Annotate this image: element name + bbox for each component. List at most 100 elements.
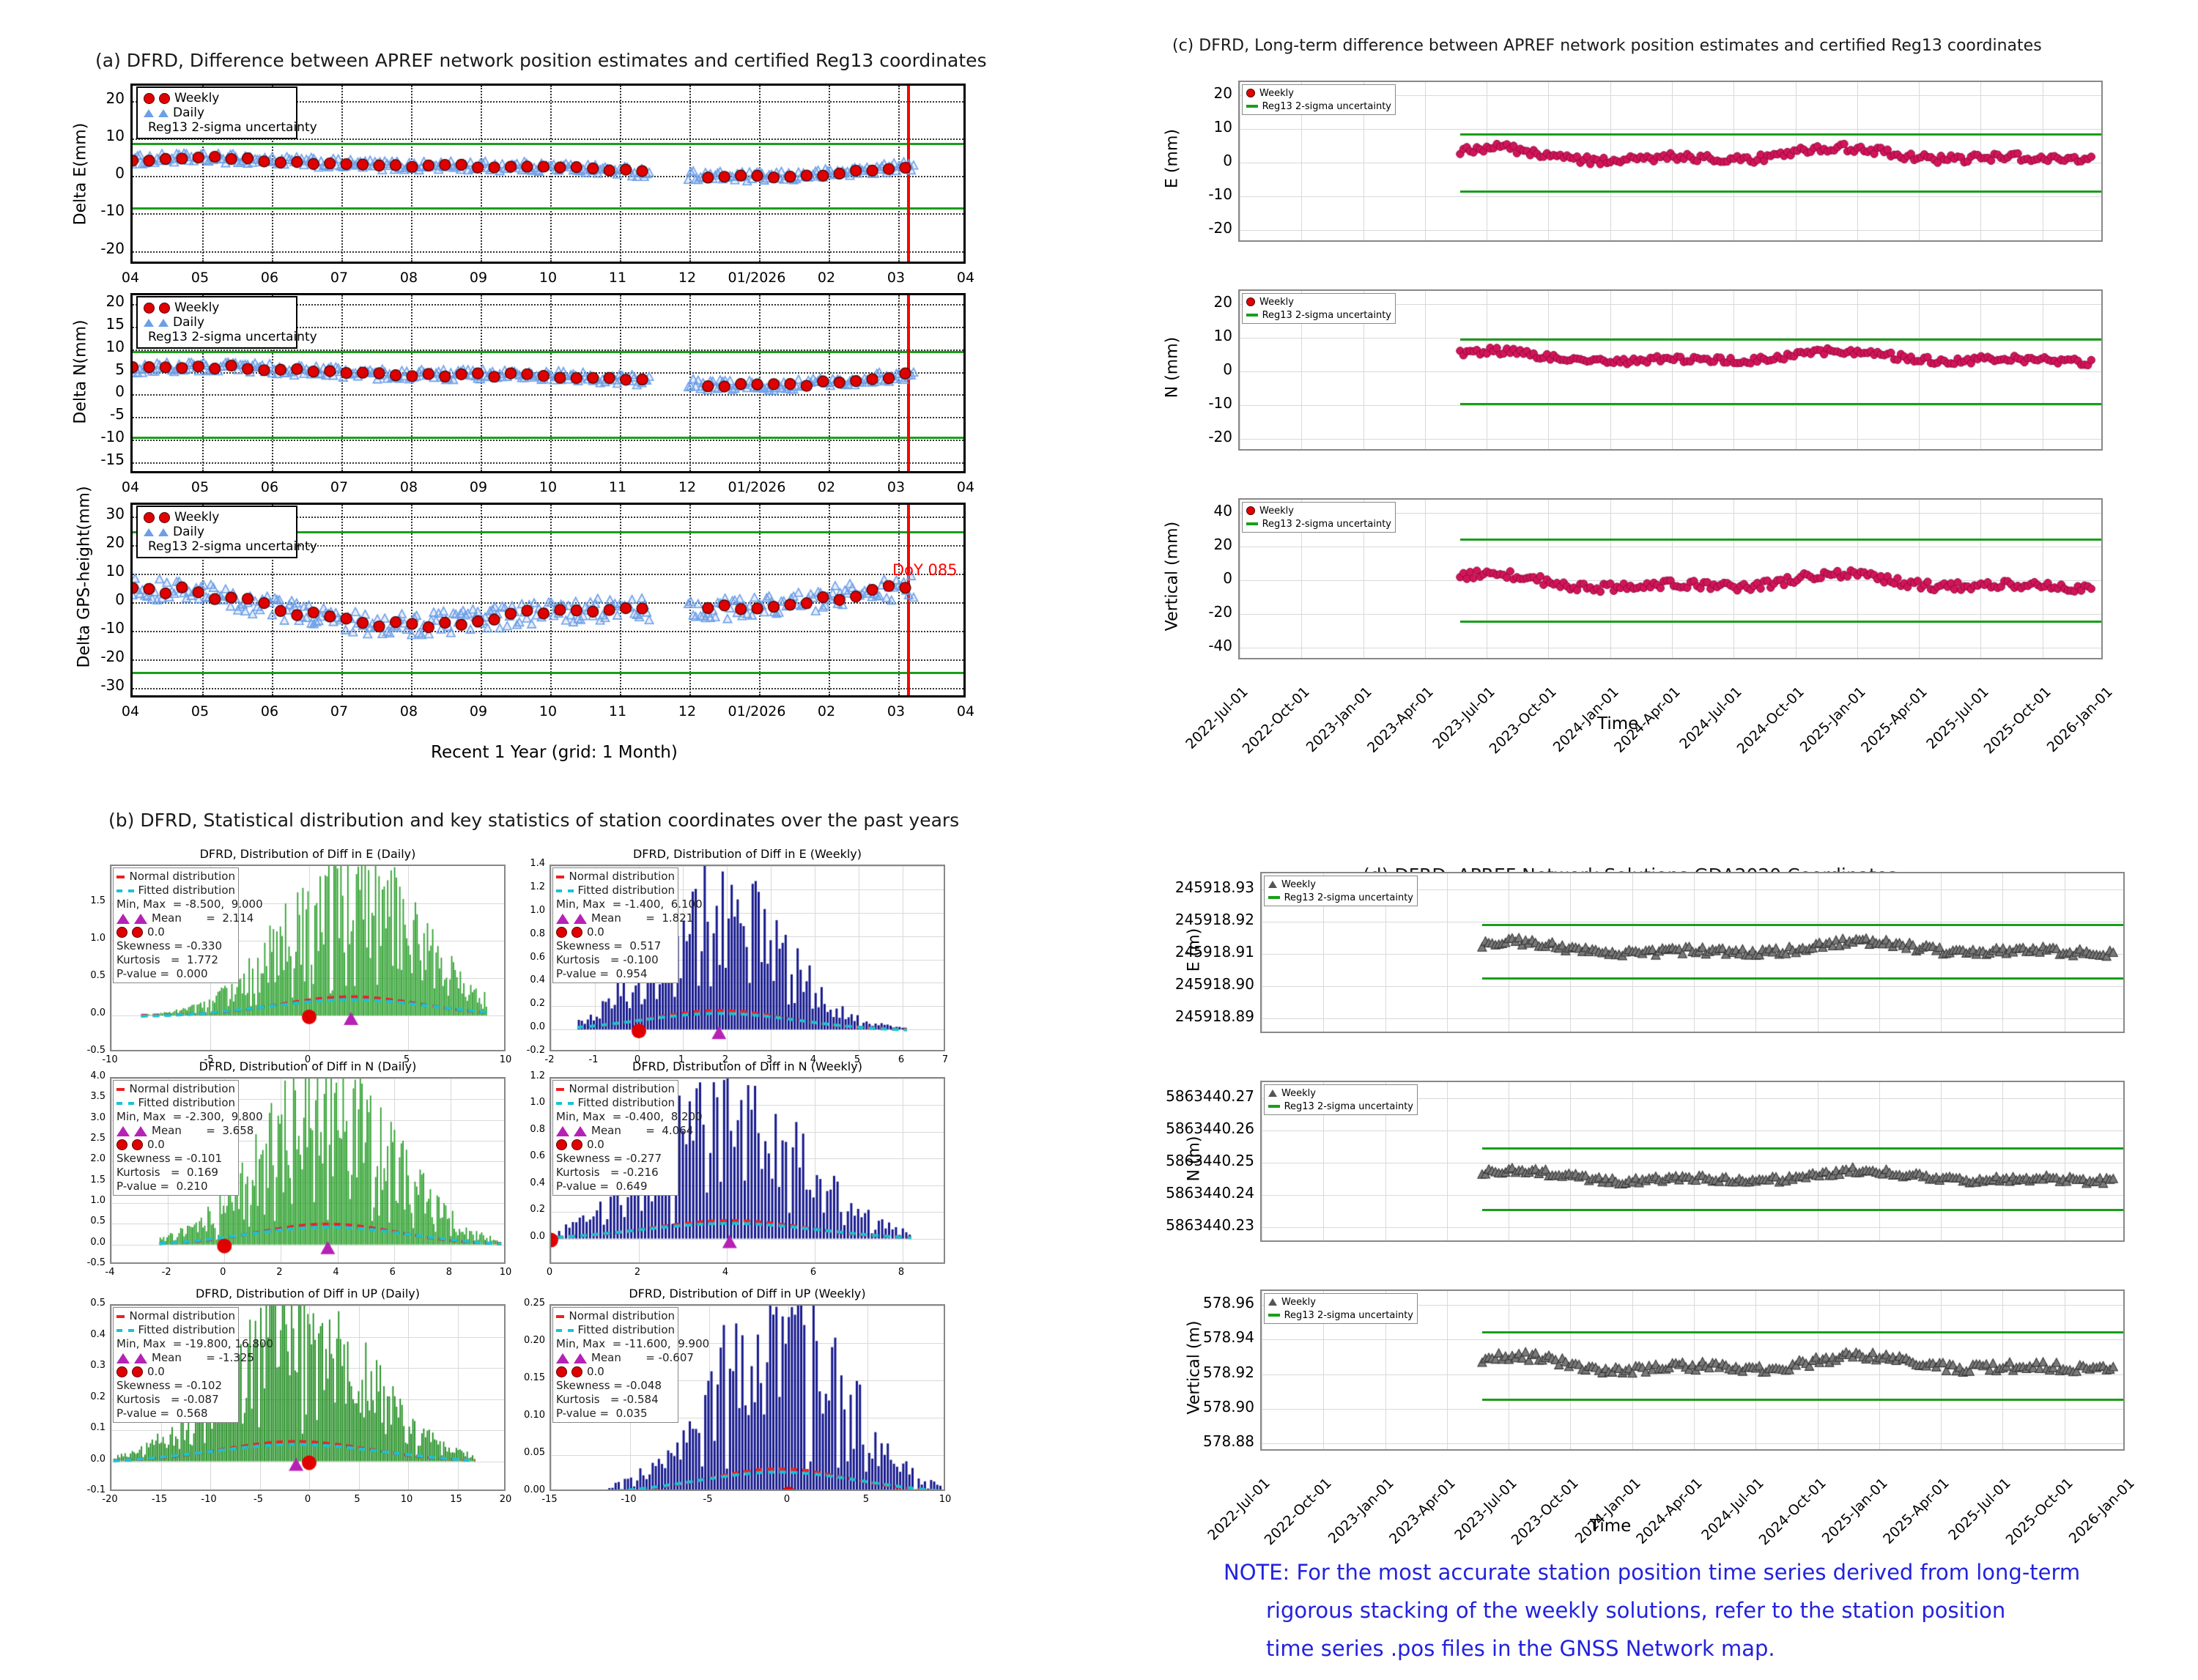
panel_c-ytick: -20 bbox=[1208, 218, 1232, 237]
panel_d-ytick: 578.90 bbox=[1203, 1397, 1254, 1416]
legend-label-fitted: Fitted distribution bbox=[138, 1096, 235, 1109]
panel-b-xtick: 2 bbox=[634, 1267, 641, 1278]
panel_c-legend: Weekly Reg13 2-sigma uncertainty bbox=[1242, 502, 1396, 533]
stat-skewness: Skewness = 0.517 bbox=[556, 939, 662, 952]
panel-b-xtick: 2 bbox=[276, 1267, 283, 1278]
panel-b-ytick: 1.5 bbox=[90, 1174, 106, 1185]
panel_c-ylabel: Vertical (mm) bbox=[1163, 521, 1182, 632]
panel-a-xtick: 06 bbox=[260, 703, 279, 719]
legend-label-sigma: Reg13 2-sigma uncertainty bbox=[1284, 892, 1413, 903]
legend-label-sigma: Reg13 2-sigma uncertainty bbox=[148, 539, 317, 554]
sigma-line-icon bbox=[1268, 896, 1280, 899]
stat-kurtosis: Kurtosis = -0.087 bbox=[116, 1393, 219, 1406]
weekly-triangle-icon bbox=[1268, 1089, 1277, 1097]
panel-b-ytick: 1.0 bbox=[90, 933, 106, 944]
panel-b-xtick: 0 bbox=[546, 1267, 553, 1278]
stat-kurtosis: Kurtosis = -0.584 bbox=[556, 1393, 659, 1406]
legend-label-zero: 0.0 bbox=[147, 1138, 165, 1151]
panel_c-subplot: Weekly Reg13 2-sigma uncertainty Vertical … bbox=[1163, 498, 2116, 757]
stat-skewness: Skewness = -0.048 bbox=[556, 1379, 662, 1392]
mean-marker-icon bbox=[134, 913, 147, 924]
stat-kurtosis: Kurtosis = -0.216 bbox=[556, 1166, 659, 1179]
legend-label-normal: Normal distribution bbox=[129, 1082, 235, 1095]
panel-b-ytick: 0.2 bbox=[90, 1391, 106, 1402]
panel_c-xtick: 2023-Jan-01 bbox=[1303, 684, 1375, 756]
panel-b-ytick: 0.20 bbox=[524, 1335, 545, 1346]
panel_d-ytick: 578.88 bbox=[1203, 1432, 1254, 1451]
panel-a-xtick: 05 bbox=[190, 270, 210, 286]
panel-a-xtick: 08 bbox=[399, 479, 418, 495]
panel_c-ytick: -20 bbox=[1208, 427, 1232, 445]
stat-mean: Mean = -1.325 bbox=[152, 1351, 254, 1364]
panel-b-ytick: 0.0 bbox=[90, 1453, 106, 1465]
weekly-dot-icon bbox=[1246, 89, 1255, 97]
panel-a-xtick: 01/2026 bbox=[728, 479, 786, 495]
fitted-dist-icon bbox=[556, 889, 574, 892]
panel-a-xtick: 04 bbox=[956, 270, 975, 286]
panel-b-ytick: 0.6 bbox=[530, 951, 545, 963]
panel-b-ytick: 0.6 bbox=[530, 1150, 545, 1162]
stat-skewness: Skewness = -0.101 bbox=[116, 1152, 222, 1165]
panel-b-xtick: -5 bbox=[254, 1494, 263, 1505]
stat-pvalue: P-value = 0.649 bbox=[556, 1180, 648, 1193]
panel-b-chart-title: DFRD, Distribution of Diff in E (Weekly) bbox=[632, 847, 862, 861]
panel-a-ytick: 30 bbox=[106, 504, 125, 522]
panel_d-ytick: 245918.89 bbox=[1174, 1007, 1254, 1025]
panel-a-xtick: 08 bbox=[399, 270, 418, 286]
panel_c-xtick: 2023-Jul-01 bbox=[1429, 684, 1498, 752]
panel_c-xtick: 2026-Jan-01 bbox=[2043, 684, 2116, 756]
normal-dist-icon bbox=[556, 1087, 565, 1091]
panel-b-chart: DFRD, Distribution of Diff in UP (Daily)… bbox=[87, 1287, 512, 1505]
legend-label-zero: 0.0 bbox=[587, 1365, 604, 1378]
panel-a-ytick: 20 bbox=[106, 533, 125, 551]
panel-a-xtick: 10 bbox=[539, 703, 558, 719]
panel-b-ytick: 0.2 bbox=[530, 998, 545, 1010]
panel-b-xtick: 0 bbox=[220, 1267, 226, 1278]
panel_d-legend: Weekly Reg13 2-sigma uncertainty bbox=[1264, 1084, 1418, 1115]
panel_d-ytick: 5863440.27 bbox=[1166, 1087, 1254, 1105]
panel_c-xtick: 2022-Oct-01 bbox=[1239, 684, 1314, 758]
fitted-dist-icon bbox=[556, 1101, 574, 1105]
panel-a-xtick: 01/2026 bbox=[728, 703, 786, 719]
panel-a-xtick: 02 bbox=[817, 703, 836, 719]
legend-label-normal: Normal distribution bbox=[129, 1309, 235, 1322]
stat-mean: Mean = 1.821 bbox=[591, 911, 694, 925]
panel-a-xtick: 01/2026 bbox=[728, 270, 786, 286]
panel-b-xtick: -10 bbox=[102, 1054, 118, 1065]
panel-a-xtick: 04 bbox=[121, 479, 140, 495]
zero-marker-icon bbox=[132, 927, 143, 938]
sigma-line-icon bbox=[1268, 1314, 1280, 1317]
panel_c-ytick: 0 bbox=[1223, 152, 1232, 169]
panel-b-xtick: -2 bbox=[544, 1054, 555, 1065]
stat-skewness: Skewness = -0.102 bbox=[116, 1379, 222, 1392]
panel-b-chart-title: DFRD, Distribution of Diff in N (Weekly) bbox=[632, 1059, 862, 1073]
panel-a-xtick: 03 bbox=[887, 270, 906, 286]
panel-b-xtick: -15 bbox=[541, 1494, 558, 1505]
legend-label-zero: 0.0 bbox=[147, 1365, 165, 1378]
panel-b-xtick: 10 bbox=[400, 1494, 413, 1505]
note-block: NOTE: For the most accurate station posi… bbox=[1224, 1553, 2176, 1668]
panel_d-ytick: 5863440.25 bbox=[1166, 1152, 1254, 1169]
panel-b-chart: DFRD, Distribution of Diff in E (Weekly)… bbox=[527, 847, 949, 1065]
fitted-dist-icon bbox=[116, 889, 134, 892]
panel-b-ytick: -0.5 bbox=[86, 1257, 106, 1268]
panel-a-legend-e: Weekly Daily Reg13 2-sigma uncertainty bbox=[136, 86, 317, 139]
panel_d-ytick: 5863440.23 bbox=[1166, 1216, 1254, 1234]
panel-b-ytick: 0.10 bbox=[524, 1410, 545, 1421]
legend-label-weekly: Weekly bbox=[1259, 296, 1294, 308]
panel-b-stats-legend: Normal distribution Fitted distribution Mi… bbox=[552, 1307, 709, 1423]
stat-minmax: Min, Max = -2.300, 9.800 bbox=[116, 1110, 263, 1123]
panel-a-xtick: 09 bbox=[469, 703, 488, 719]
panel-a: (a) DFRD, Difference between APREF netwo… bbox=[0, 0, 1026, 791]
stat-pvalue: P-value = 0.210 bbox=[116, 1180, 208, 1193]
panel-a-title: (a) DFRD, Difference between APREF netwo… bbox=[95, 50, 987, 71]
panel-b-ytick: 0.4 bbox=[530, 1177, 545, 1188]
zero-marker-icon bbox=[116, 1139, 127, 1150]
panel-b-stats-legend: Normal distribution Fitted distribution Mi… bbox=[552, 1080, 703, 1196]
panel-a-xtick: 10 bbox=[539, 479, 558, 495]
panel-c-title: (c) DFRD, Long-term difference between A… bbox=[1172, 37, 2042, 55]
zero-marker-icon bbox=[116, 1366, 127, 1377]
panel-a-xtick: 11 bbox=[608, 479, 627, 495]
legend-label-normal: Normal distribution bbox=[129, 870, 235, 883]
panel-b-xtick: -10 bbox=[201, 1494, 217, 1505]
